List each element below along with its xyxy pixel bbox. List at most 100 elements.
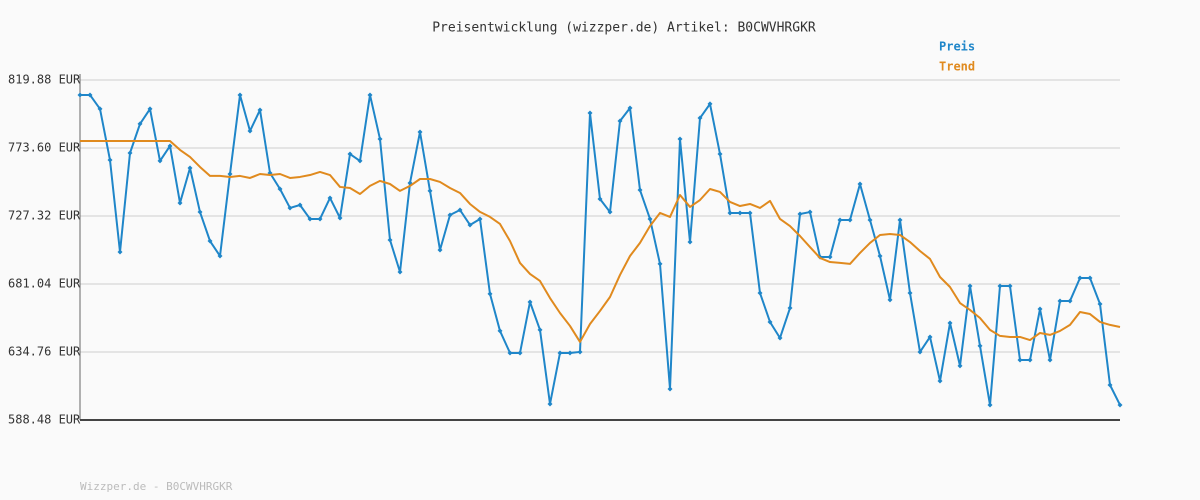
footer: Wizzper.de - B0CWVHRGKR bbox=[80, 480, 233, 493]
point-marker bbox=[677, 136, 683, 142]
point-marker bbox=[737, 210, 743, 216]
point-marker bbox=[377, 136, 383, 142]
point-marker bbox=[577, 349, 583, 355]
point-marker bbox=[457, 207, 463, 213]
y-tick-label: 727.32 EUR bbox=[8, 209, 81, 223]
point-marker bbox=[667, 386, 673, 392]
point-marker bbox=[567, 350, 573, 356]
point-marker bbox=[757, 290, 763, 296]
point-marker bbox=[477, 216, 483, 222]
point-marker bbox=[1047, 357, 1053, 363]
point-marker bbox=[727, 210, 733, 216]
legend-label: Preis bbox=[939, 40, 975, 54]
point-marker bbox=[977, 343, 983, 349]
point-marker bbox=[767, 319, 773, 325]
point-marker bbox=[507, 350, 513, 356]
point-marker bbox=[697, 115, 703, 121]
point-marker bbox=[787, 305, 793, 311]
point-marker bbox=[197, 209, 203, 215]
point-marker bbox=[297, 202, 303, 208]
point-marker bbox=[337, 215, 343, 221]
point-marker bbox=[427, 188, 433, 194]
point-marker bbox=[837, 217, 843, 223]
point-marker bbox=[367, 92, 373, 98]
point-marker bbox=[857, 181, 863, 187]
point-marker bbox=[387, 237, 393, 243]
point-marker bbox=[307, 216, 313, 222]
point-marker bbox=[537, 327, 543, 333]
y-tick-label: 634.76 EUR bbox=[8, 345, 81, 359]
point-marker bbox=[257, 107, 263, 113]
y-tick-label: 588.48 EUR bbox=[8, 413, 81, 427]
point-marker bbox=[237, 92, 243, 98]
point-marker bbox=[627, 105, 633, 111]
point-marker bbox=[907, 290, 913, 296]
point-marker bbox=[317, 216, 323, 222]
point-marker bbox=[397, 269, 403, 275]
point-marker bbox=[637, 187, 643, 193]
point-marker bbox=[1087, 275, 1093, 281]
point-marker bbox=[647, 216, 653, 222]
point-marker bbox=[207, 238, 213, 244]
point-marker bbox=[357, 158, 363, 164]
point-marker bbox=[277, 186, 283, 192]
point-marker bbox=[1117, 402, 1123, 408]
point-marker bbox=[167, 143, 173, 149]
point-marker bbox=[797, 211, 803, 217]
point-marker bbox=[87, 92, 93, 98]
point-marker bbox=[127, 150, 133, 156]
point-marker bbox=[1007, 283, 1013, 289]
y-tick-label: 819.88 EUR bbox=[8, 73, 81, 87]
point-marker bbox=[497, 328, 503, 334]
y-tick-label: 773.60 EUR bbox=[8, 141, 81, 155]
point-marker bbox=[157, 158, 163, 164]
point-marker bbox=[1027, 357, 1033, 363]
point-marker bbox=[117, 249, 123, 255]
point-marker bbox=[867, 217, 873, 223]
point-marker bbox=[877, 253, 883, 259]
point-marker bbox=[1057, 298, 1063, 304]
point-marker bbox=[1017, 357, 1023, 363]
point-marker bbox=[597, 196, 603, 202]
point-marker bbox=[917, 349, 923, 355]
point-marker bbox=[807, 209, 813, 215]
point-marker bbox=[897, 217, 903, 223]
legend-label: Trend bbox=[939, 60, 975, 74]
point-marker bbox=[1097, 301, 1103, 307]
point-marker bbox=[957, 363, 963, 369]
point-marker bbox=[447, 212, 453, 218]
point-marker bbox=[517, 350, 523, 356]
y-tick-label: 681.04 EUR bbox=[8, 277, 81, 291]
point-marker bbox=[77, 92, 83, 98]
point-marker bbox=[1077, 275, 1083, 281]
point-marker bbox=[987, 402, 993, 408]
point-marker bbox=[717, 151, 723, 157]
point-marker bbox=[687, 239, 693, 245]
point-marker bbox=[557, 350, 563, 356]
point-marker bbox=[437, 247, 443, 253]
point-marker bbox=[947, 320, 953, 326]
point-marker bbox=[1107, 382, 1113, 388]
point-marker bbox=[467, 222, 473, 228]
point-marker bbox=[327, 195, 333, 201]
point-marker bbox=[587, 110, 593, 116]
point-marker bbox=[137, 121, 143, 127]
point-marker bbox=[657, 261, 663, 267]
point-marker bbox=[547, 401, 553, 407]
point-marker bbox=[747, 210, 753, 216]
point-marker bbox=[1037, 306, 1043, 312]
point-marker bbox=[227, 171, 233, 177]
point-marker bbox=[707, 101, 713, 107]
point-marker bbox=[847, 217, 853, 223]
point-marker bbox=[927, 334, 933, 340]
series-line bbox=[80, 139, 1121, 343]
point-marker bbox=[107, 157, 113, 163]
point-marker bbox=[607, 209, 613, 215]
point-marker bbox=[247, 128, 253, 134]
point-marker bbox=[887, 297, 893, 303]
point-marker bbox=[487, 291, 493, 297]
point-marker bbox=[347, 151, 353, 157]
point-marker bbox=[97, 106, 103, 112]
